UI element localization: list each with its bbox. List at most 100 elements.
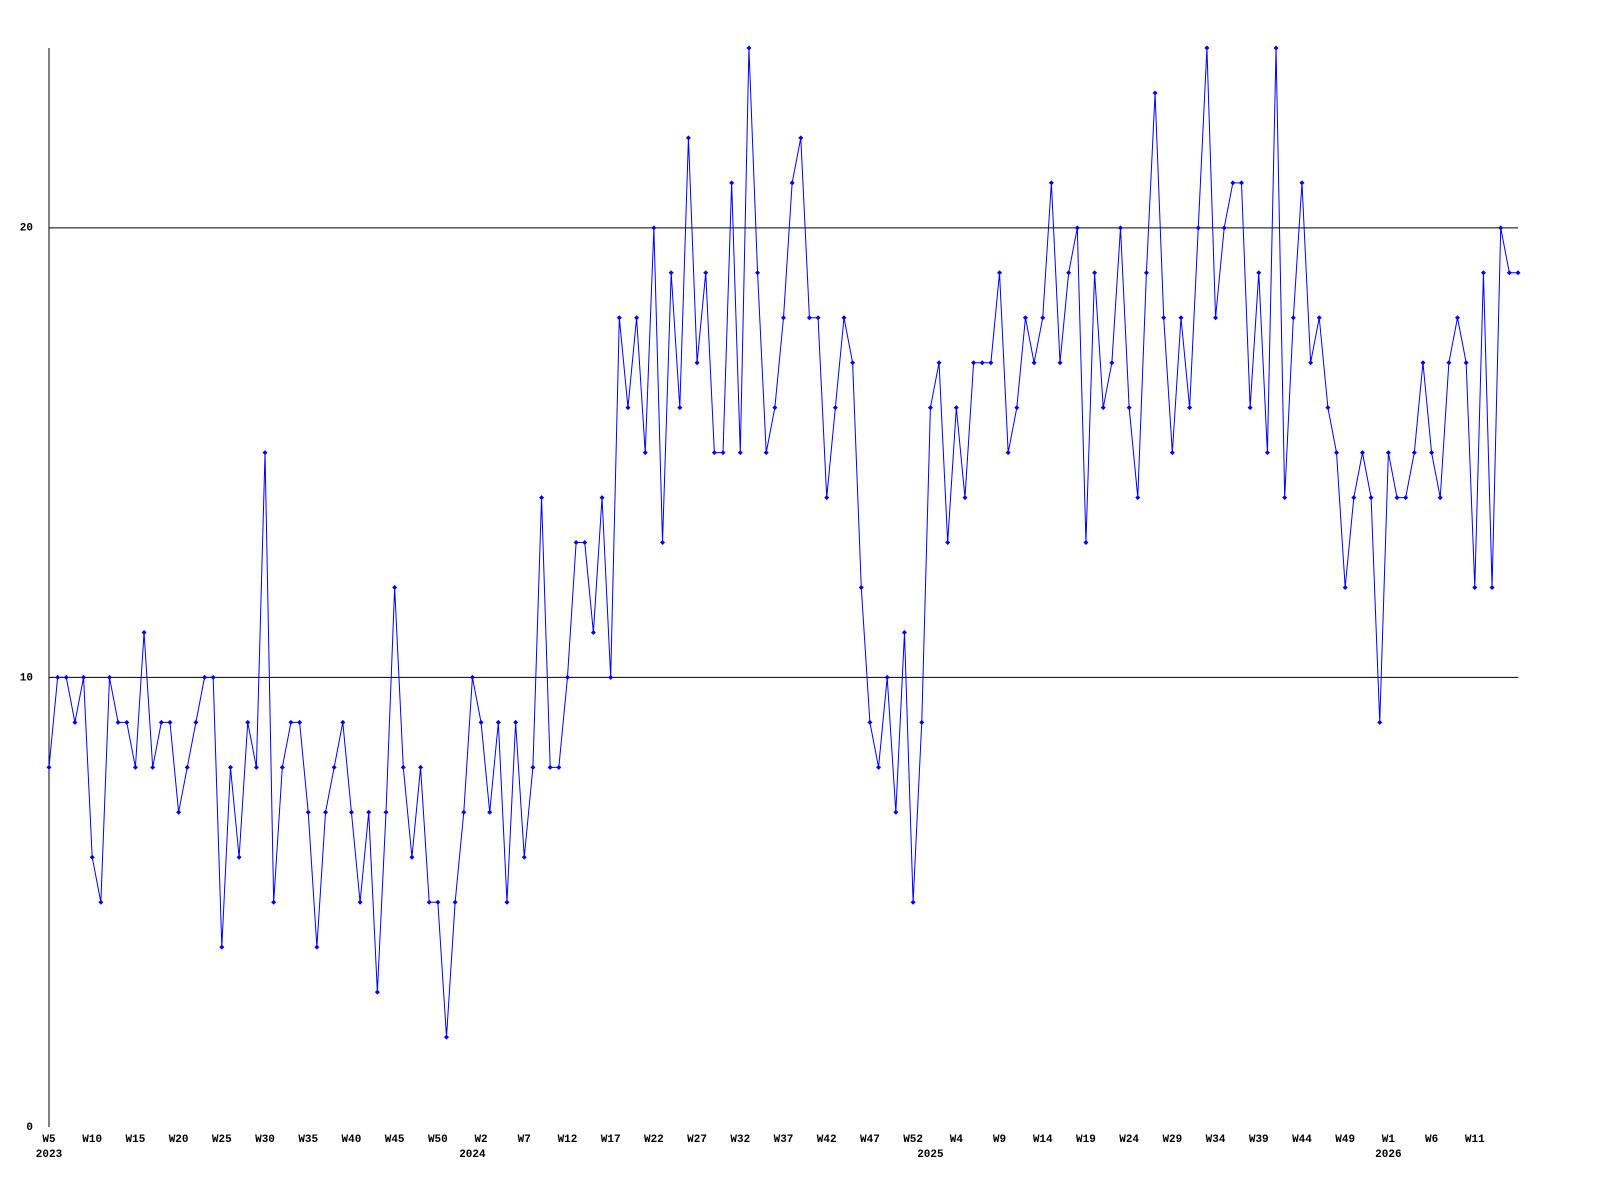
data-point	[1161, 315, 1167, 321]
data-point	[452, 899, 458, 905]
data-point	[685, 135, 691, 141]
x-tick-label: W35	[298, 1134, 318, 1146]
data-point	[1385, 450, 1391, 456]
x-tick-label: W12	[558, 1134, 578, 1146]
x-tick-label: W5	[42, 1134, 56, 1146]
data-point	[150, 764, 156, 770]
x-tick-label: W9	[993, 1134, 1006, 1146]
data-point	[971, 360, 977, 366]
data-point	[314, 944, 320, 950]
data-point	[1014, 405, 1020, 411]
x-tick-label: W1	[1382, 1134, 1396, 1146]
data-point	[806, 315, 812, 321]
x-tick-label: W6	[1425, 1134, 1438, 1146]
data-point	[651, 225, 657, 231]
data-point	[487, 809, 493, 815]
data-point	[219, 944, 225, 950]
data-point	[901, 629, 907, 635]
data-point	[106, 674, 112, 680]
data-point	[729, 180, 735, 186]
data-point	[1308, 360, 1314, 366]
data-point	[556, 764, 562, 770]
data-point	[1359, 450, 1365, 456]
data-point	[1135, 495, 1141, 501]
data-point	[271, 899, 277, 905]
data-point	[1437, 495, 1443, 501]
data-point	[1411, 450, 1417, 456]
data-point	[288, 719, 294, 725]
data-point	[1066, 270, 1072, 276]
data-point	[409, 854, 415, 860]
data-point	[1238, 180, 1244, 186]
data-point	[694, 360, 700, 366]
data-point	[193, 719, 199, 725]
data-point	[1040, 315, 1046, 321]
data-point	[1152, 90, 1158, 96]
data-point	[1299, 180, 1305, 186]
data-point	[426, 899, 432, 905]
data-point	[1213, 315, 1219, 321]
data-point	[1005, 450, 1011, 456]
data-point	[1247, 405, 1253, 411]
data-point	[1273, 45, 1279, 51]
data-point	[988, 360, 994, 366]
x-tick-label: W2	[474, 1134, 487, 1146]
data-point	[815, 315, 821, 321]
x-tick-label: W34	[1206, 1134, 1226, 1146]
data-point	[1325, 405, 1331, 411]
data-point	[590, 629, 596, 635]
x-year-label: 2024	[459, 1149, 486, 1161]
data-point	[1420, 360, 1426, 366]
x-tick-label: W19	[1076, 1134, 1096, 1146]
data-point	[1515, 270, 1521, 276]
data-point	[608, 674, 614, 680]
data-point	[850, 360, 856, 366]
x-tick-label: W45	[385, 1134, 405, 1146]
data-point	[297, 719, 303, 725]
x-tick-label: W20	[169, 1134, 189, 1146]
x-tick-label: W11	[1465, 1134, 1485, 1146]
data-point	[1429, 450, 1435, 456]
data-point	[63, 674, 69, 680]
data-point	[236, 854, 242, 860]
data-point	[1092, 270, 1098, 276]
data-point	[1048, 180, 1054, 186]
data-point	[279, 764, 285, 770]
data-point	[746, 45, 752, 51]
x-tick-label: W52	[903, 1134, 923, 1146]
data-point	[841, 315, 847, 321]
data-point	[564, 674, 570, 680]
x-year-label: 2026	[1375, 1149, 1401, 1161]
data-point	[582, 540, 588, 546]
x-tick-label: W39	[1249, 1134, 1269, 1146]
data-point	[711, 450, 717, 456]
x-tick-label: W24	[1119, 1134, 1139, 1146]
data-point	[383, 809, 389, 815]
data-point	[962, 495, 968, 501]
data-point	[1282, 495, 1288, 501]
data-point	[539, 495, 545, 501]
data-point	[720, 450, 726, 456]
data-point	[141, 629, 147, 635]
data-point	[202, 674, 208, 680]
data-point	[504, 899, 510, 905]
data-point	[1403, 495, 1409, 501]
data-point	[227, 764, 233, 770]
data-point	[737, 450, 743, 456]
x-tick-label: W47	[860, 1134, 880, 1146]
data-point	[1394, 495, 1400, 501]
x-tick-label: W49	[1335, 1134, 1355, 1146]
data-point	[176, 809, 182, 815]
data-point	[132, 764, 138, 770]
data-point	[418, 764, 424, 770]
data-point	[1057, 360, 1063, 366]
data-point	[979, 360, 985, 366]
data-point	[262, 450, 268, 456]
x-tick-label: W44	[1292, 1134, 1312, 1146]
data-point	[348, 809, 354, 815]
data-point	[1472, 585, 1478, 590]
data-point	[55, 674, 61, 680]
data-point	[927, 405, 933, 411]
data-point	[832, 405, 838, 411]
